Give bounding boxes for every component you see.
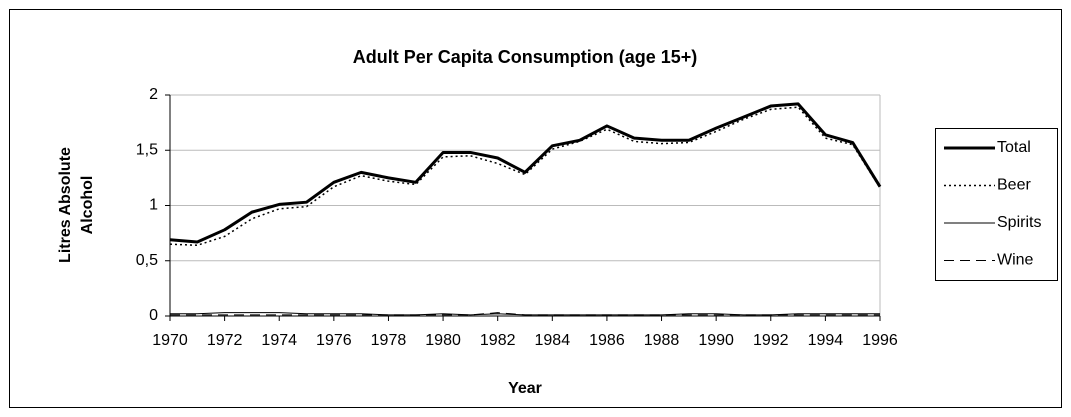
x-tick-label: 1982 [480,332,516,349]
x-tick-label: 1996 [862,332,898,349]
x-tick-label: 1972 [207,332,243,349]
legend-label: Wine [997,252,1034,269]
legend-box [935,128,1058,281]
chart-title: Adult Per Capita Consumption (age 15+) [353,47,698,67]
series-line [169,102,882,244]
series-line [169,106,881,247]
x-tick-label: 1980 [425,332,461,349]
legend-label: Total [997,139,1031,156]
x-tick-label: 1984 [535,332,571,349]
x-tick-label: 1990 [698,332,734,349]
x-axis-label: Year [508,380,542,397]
y-tick-label: 1 [149,197,158,214]
x-tick-label: 1978 [371,332,407,349]
legend-label: Spirits [997,214,1041,231]
x-tick-label: 1988 [644,332,680,349]
x-tick-label: 1986 [589,332,625,349]
y-tick-label: 2 [149,86,158,103]
legend-label: Beer [997,177,1031,194]
y-axis-label: Alcohol [79,176,96,235]
x-tick-label: 1994 [808,332,844,349]
x-tick-label: 1976 [316,332,352,349]
x-tick-label: 1992 [753,332,789,349]
x-tick-label: 1974 [261,332,297,349]
y-tick-label: 1,5 [136,141,158,158]
x-tick-label: 1970 [152,332,188,349]
y-tick-label: 0 [149,307,158,324]
y-axis-label: Litres Absolute [57,147,74,263]
chart-border [9,9,1062,408]
series-line [170,312,880,316]
y-tick-label: 0,5 [136,252,158,269]
